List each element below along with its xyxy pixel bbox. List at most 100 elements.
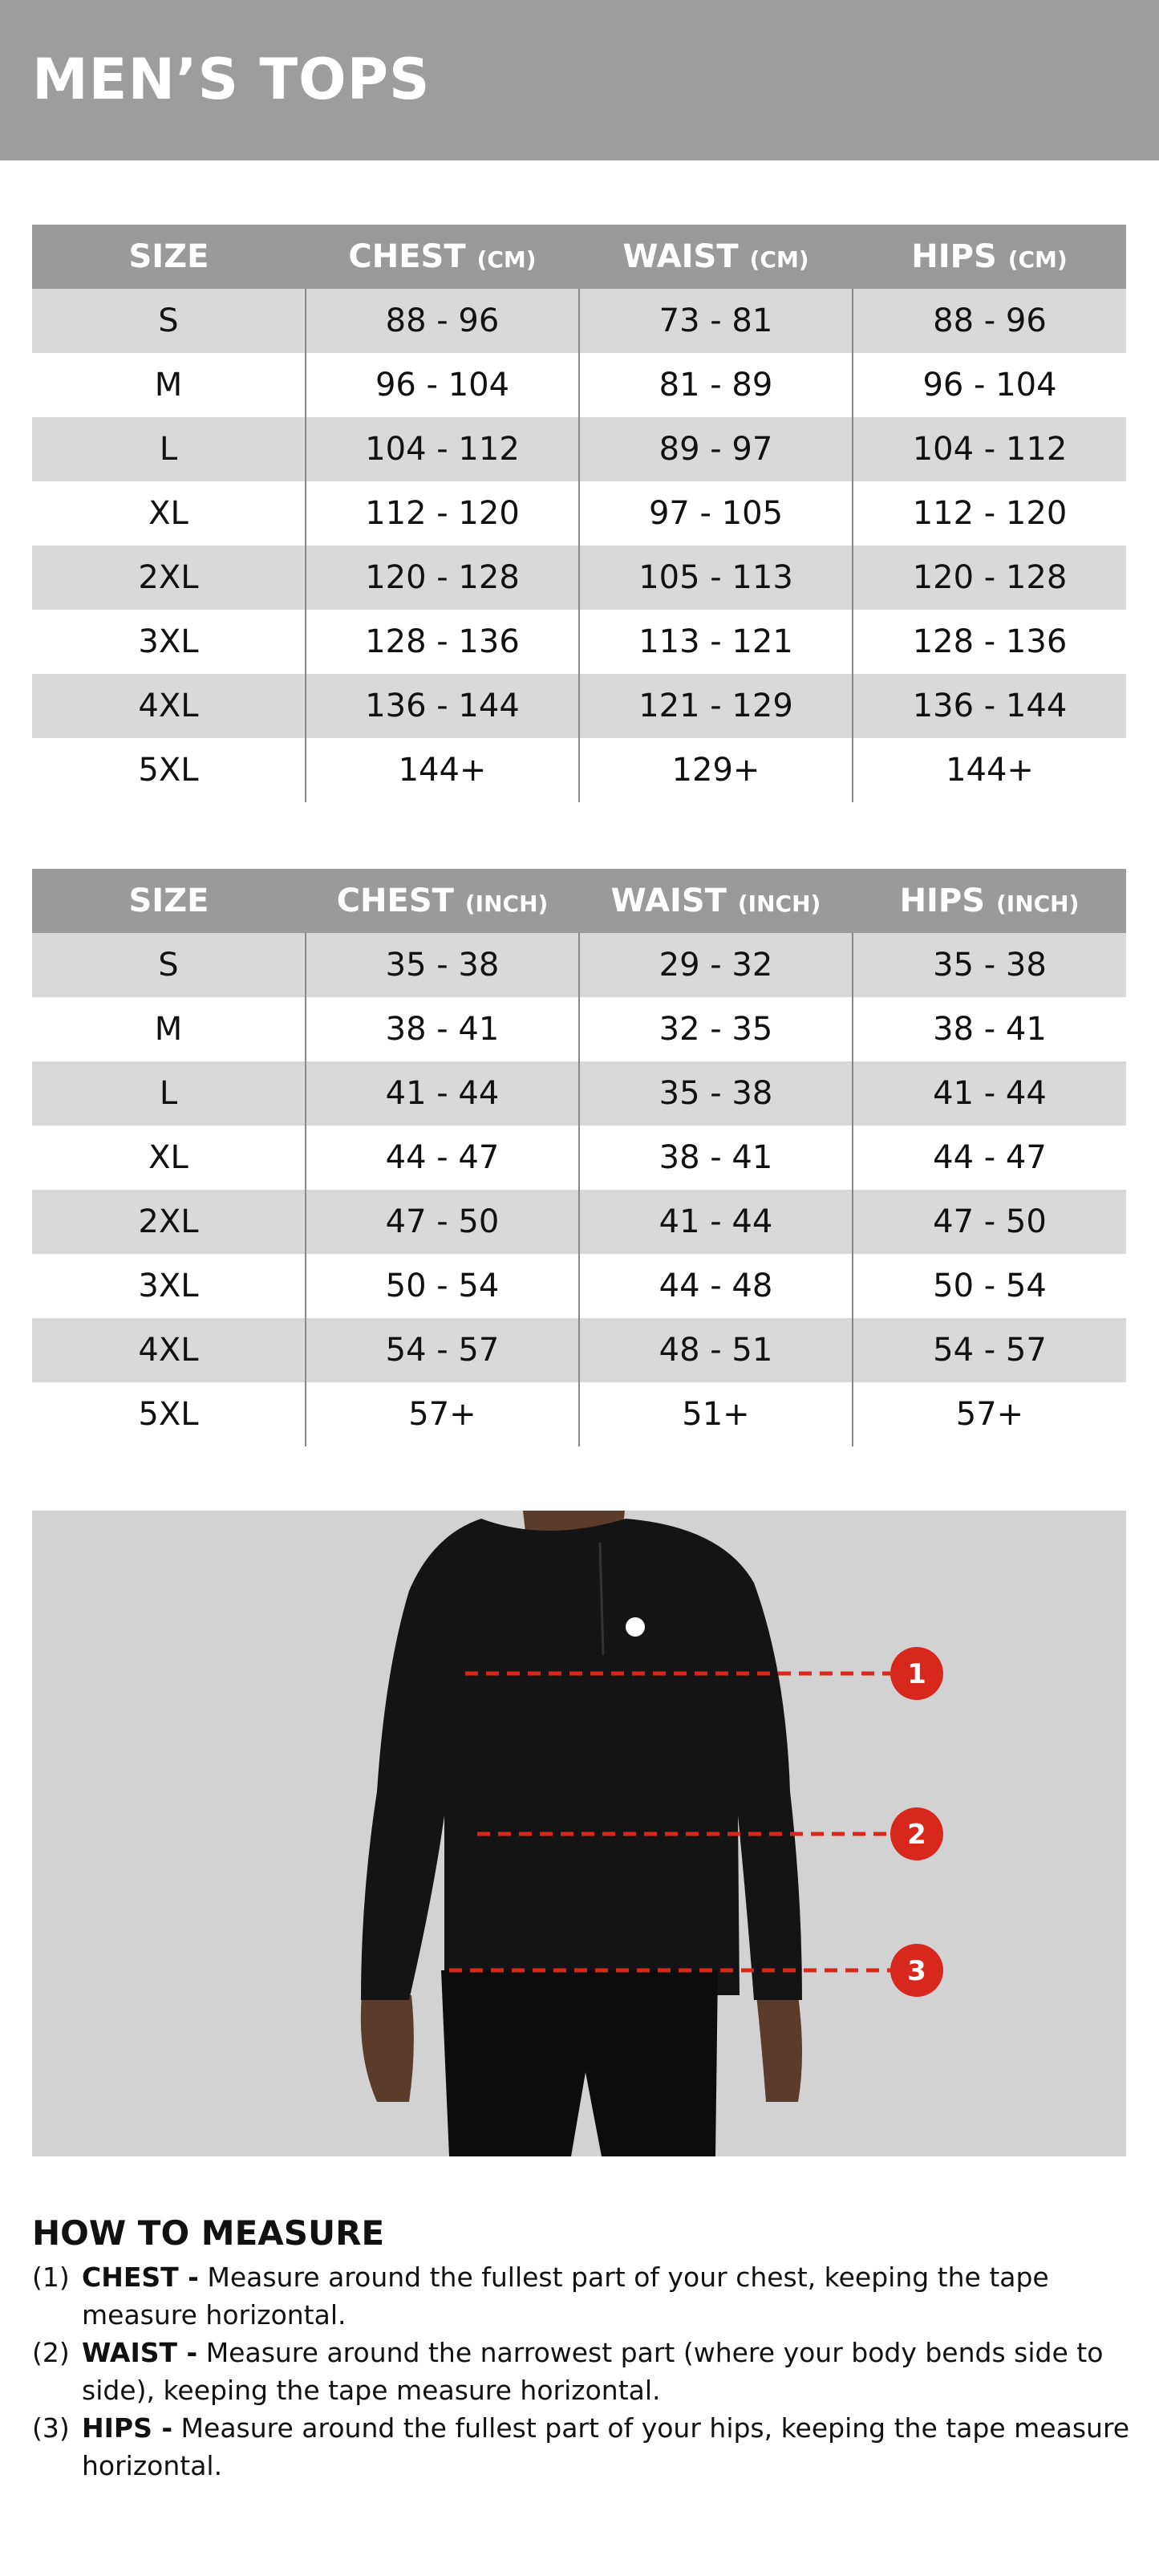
table-cell: 50 - 54 xyxy=(852,1254,1126,1318)
table-cell: 4XL xyxy=(32,1318,306,1382)
table-cell: 35 - 38 xyxy=(852,933,1126,997)
table-cell: 51+ xyxy=(578,1382,853,1446)
table-cell: 136 - 144 xyxy=(305,674,579,738)
section-title: HOW TO MEASURE xyxy=(32,2213,385,2253)
table-row: XL 112 - 120 97 - 105 112 - 120 xyxy=(32,481,1126,546)
size-table-inch: SIZE CHEST (INCH) WAIST (INCH) HIPS (INCH) S… xyxy=(32,869,1126,1446)
item-term: HIPS - xyxy=(82,2412,173,2444)
column-unit: (CM) xyxy=(749,246,809,273)
table-row: L 41 - 44 35 - 38 41 - 44 xyxy=(32,1061,1126,1126)
header-row: SIZE CHEST (CM) WAIST (CM) HIPS (CM) xyxy=(32,225,1126,289)
instruction-item: (2) WAIST - Measure around the narrowest … xyxy=(32,2334,1131,2409)
item-term: CHEST - xyxy=(82,2262,199,2293)
table-row: XL 44 - 47 38 - 41 44 - 47 xyxy=(32,1126,1126,1190)
table-row: L 104 - 112 89 - 97 104 - 112 xyxy=(32,417,1126,481)
table-row: 4XL 136 - 144 121 - 129 136 - 144 xyxy=(32,674,1126,738)
table-cell: 73 - 81 xyxy=(578,289,853,353)
table-cell: 121 - 129 xyxy=(578,674,853,738)
table-cell: 2XL xyxy=(32,1190,306,1254)
marker-circle xyxy=(890,1647,943,1700)
table-cell: 38 - 41 xyxy=(305,997,579,1061)
table-cell: 112 - 120 xyxy=(852,481,1126,546)
title: MEN’S TOPS xyxy=(32,47,431,112)
column-unit: (CM) xyxy=(1007,246,1068,273)
marker-label: 3 xyxy=(907,1955,926,1987)
table-cell: 136 - 144 xyxy=(852,674,1126,738)
table-cell: 41 - 44 xyxy=(578,1190,853,1254)
table-row: 2XL 47 - 50 41 - 44 47 - 50 xyxy=(32,1190,1126,1254)
column-header: SIZE xyxy=(32,225,306,289)
table-cell: L xyxy=(32,417,306,481)
column-header: WAIST (CM) xyxy=(579,225,853,289)
table-cell: 57+ xyxy=(305,1382,579,1446)
table-cell: 2XL xyxy=(32,546,306,610)
table-cell: 3XL xyxy=(138,1268,199,1304)
table-cell: 120 - 128 xyxy=(852,546,1126,610)
table-row: 3XL 128 - 136 113 - 121 128 - 136 xyxy=(32,610,1126,674)
table-cell: L xyxy=(32,1061,306,1126)
column-label: HIPS xyxy=(911,238,997,275)
table-cell: 89 - 97 xyxy=(578,417,853,481)
table-row: M 38 - 41 32 - 35 38 - 41 xyxy=(32,997,1126,1061)
column-header: HIPS (CM) xyxy=(853,225,1126,289)
table-cell: 4XL xyxy=(32,674,306,738)
table-cell: 88 - 96 xyxy=(305,289,579,353)
table-cell: 48 - 51 xyxy=(578,1318,853,1382)
table-cell: 3XL xyxy=(138,623,199,660)
table-cell: 54 - 57 xyxy=(305,1318,579,1382)
table-cell: 113 - 121 xyxy=(578,610,853,674)
column-unit: (INCH) xyxy=(464,890,549,917)
marker-label: 2 xyxy=(907,1819,926,1851)
column-label: SIZE xyxy=(128,882,209,919)
table-cell: 50 - 54 xyxy=(305,1254,579,1318)
table-cell: 44 - 47 xyxy=(305,1126,579,1190)
table-cell: XL xyxy=(148,495,188,532)
size-table-cm: SIZE CHEST (CM) WAIST (CM) HIPS (CM) S 88 - 9… xyxy=(32,225,1126,802)
item-term: WAIST - xyxy=(82,2337,198,2368)
table-cell: 96 - 104 xyxy=(852,353,1126,417)
table-row: 2XL 120 - 128 105 - 113 120 - 128 xyxy=(32,546,1126,610)
how-to-measure: HOW TO MEASURE (1) CHEST - Measure around… xyxy=(32,2214,1131,2485)
header-row: SIZE CHEST (INCH) WAIST (INCH) HIPS (INCH) xyxy=(32,869,1126,933)
table-cell: 96 - 104 xyxy=(305,353,579,417)
table-row: 3XL 50 - 54 44 - 48 50 - 54 xyxy=(32,1254,1126,1318)
table-cell: 105 - 113 xyxy=(578,546,853,610)
table-cell: M xyxy=(154,1011,183,1048)
table-cell: 38 - 41 xyxy=(852,997,1126,1061)
column-unit: (INCH) xyxy=(737,890,821,917)
table-cell: 5XL xyxy=(138,752,199,789)
item-text: Measure around the narrowest part (where… xyxy=(82,2337,1104,2406)
table-cell: 57+ xyxy=(852,1382,1126,1446)
table-cell: 41 - 44 xyxy=(852,1061,1126,1126)
table-cell: 128 - 136 xyxy=(852,610,1126,674)
table-cell: S xyxy=(32,289,306,353)
table-cell: 144+ xyxy=(852,738,1126,802)
table-cell: M xyxy=(154,367,183,404)
table-cell: XL xyxy=(148,1139,188,1176)
column-label: CHEST xyxy=(348,238,466,275)
column-label: SIZE xyxy=(128,238,209,275)
column-header: HIPS (INCH) xyxy=(853,869,1126,933)
table-cell: 35 - 38 xyxy=(305,933,579,997)
marker-label: 1 xyxy=(907,1658,926,1690)
marker-circle xyxy=(890,1944,943,1997)
table-cell: 120 - 128 xyxy=(305,546,579,610)
table-row: 4XL 54 - 57 48 - 51 54 - 57 xyxy=(32,1318,1126,1382)
table-cell: 47 - 50 xyxy=(305,1190,579,1254)
column-label: CHEST xyxy=(336,882,454,919)
table-cell: 54 - 57 xyxy=(852,1318,1126,1382)
table-cell: 41 - 44 xyxy=(305,1061,579,1126)
column-header: WAIST (INCH) xyxy=(579,869,853,933)
table-cell: 104 - 112 xyxy=(305,417,579,481)
table-cell: 44 - 48 xyxy=(578,1254,853,1318)
column-label: WAIST xyxy=(622,238,739,275)
table-row: S 88 - 96 73 - 81 88 - 96 xyxy=(32,289,1126,353)
instruction-item: (3) HIPS - Measure around the fullest par… xyxy=(32,2409,1131,2485)
column-header: CHEST (CM) xyxy=(306,225,579,289)
item-text: Measure around the fullest part of your … xyxy=(82,2262,1049,2331)
column-unit: (CM) xyxy=(476,246,537,273)
table-cell: 81 - 89 xyxy=(578,353,853,417)
table-cell: 144+ xyxy=(305,738,579,802)
table-cell: 128 - 136 xyxy=(305,610,579,674)
